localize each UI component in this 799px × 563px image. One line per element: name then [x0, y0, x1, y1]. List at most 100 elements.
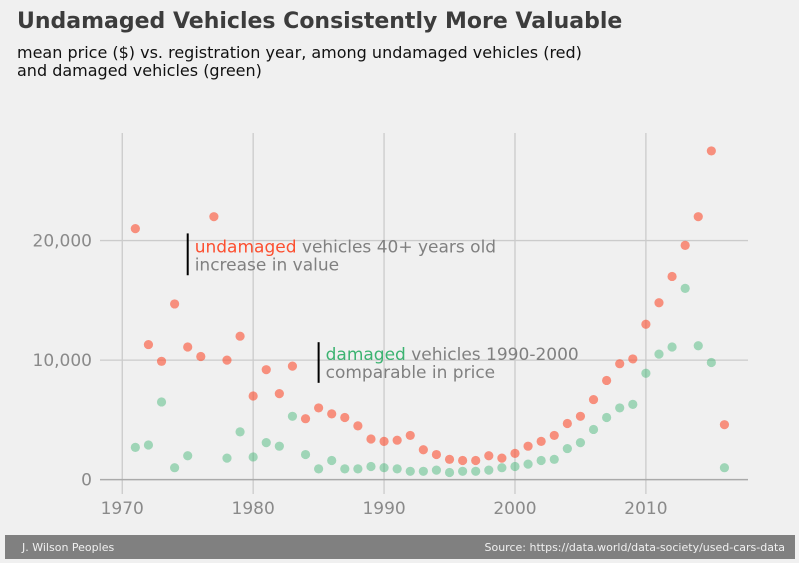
undamaged-point-1985	[314, 403, 324, 413]
chart-title: Undamaged Vehicles Consistently More Val…	[17, 9, 622, 34]
undamaged-point-2013	[680, 240, 690, 250]
undamaged-point-1980	[248, 391, 258, 401]
undamaged-point-2008	[615, 359, 625, 369]
undamaged-point-1986	[327, 409, 337, 419]
damaged-point-1981	[261, 437, 271, 448]
undamaged-point-1982	[274, 388, 284, 399]
footer-bar: J. Wilson Peoples Source: https://data.w…	[5, 535, 795, 559]
damaged-point-2000	[510, 461, 520, 472]
damaged-point-1984	[300, 449, 311, 460]
damaged-point-1987	[340, 464, 350, 474]
undamaged-point-2016	[719, 420, 730, 430]
undamaged-point-1977	[209, 212, 219, 222]
damaged-point-2011	[654, 349, 664, 359]
damaged-point-1992	[405, 466, 415, 476]
y-tick-label-20000: 20,000	[33, 232, 92, 252]
x-tick-label-2000: 2000	[493, 499, 536, 519]
undamaged-point-1991	[392, 435, 402, 445]
damaged-point-1972	[143, 440, 154, 450]
damaged-point-2013	[680, 283, 690, 293]
damaged-point-1990	[379, 463, 389, 473]
damaged-point-1998	[484, 465, 494, 475]
undamaged-point-1975	[183, 342, 193, 352]
undamaged-point-1997	[471, 455, 481, 466]
damaged-point-1973	[156, 397, 167, 407]
undamaged-point-1973	[156, 356, 167, 366]
undamaged-point-2012	[667, 271, 677, 282]
annotation-line-1-undamaged: undamaged vehicles 40+ years old	[195, 238, 496, 258]
annotation-highlight-damaged: damaged	[326, 345, 406, 365]
x-tick-label-1970: 1970	[101, 499, 144, 519]
undamaged-point-1976	[196, 351, 206, 362]
damaged-point-1991	[392, 464, 402, 474]
undamaged-point-1978	[222, 355, 232, 365]
undamaged-point-2002	[536, 436, 546, 447]
annotation-line-2-damaged: comparable in price	[326, 363, 496, 383]
undamaged-point-1979	[235, 331, 245, 341]
damaged-point-2003	[549, 454, 559, 464]
damaged-point-1979	[235, 427, 245, 437]
plot-area: 1970 1980 1990 2000 2010 0 10,000 20,000 undamag…	[33, 133, 748, 519]
damaged-point-1989	[366, 461, 376, 472]
damaged-point-1995	[444, 467, 455, 478]
damaged-point-1993	[418, 466, 428, 476]
damaged-point-2004	[562, 443, 572, 454]
chart-subtitle-line-2: and damaged vehicles (green)	[17, 61, 262, 80]
damaged-point-2002	[536, 455, 546, 466]
annotation-line-2-undamaged: increase in value	[195, 256, 339, 276]
undamaged-point-1994	[431, 449, 442, 460]
y-tick-label-0: 0	[81, 471, 92, 491]
undamaged-point-1974	[170, 299, 180, 309]
damaged-point-2007	[602, 412, 612, 423]
damaged-point-2006	[588, 424, 599, 435]
undamaged-point-2001	[523, 441, 533, 451]
x-tick-label-1980: 1980	[232, 499, 275, 519]
footer-author: J. Wilson Peoples	[22, 540, 115, 554]
undamaged-point-1996	[458, 455, 468, 466]
undamaged-point-1984	[300, 414, 311, 424]
undamaged-point-1993	[418, 445, 428, 455]
undamaged-point-1998	[484, 451, 494, 461]
damaged-point-2014	[693, 341, 703, 351]
undamaged-point-1989	[366, 434, 376, 444]
damaged-point-2005	[575, 437, 586, 448]
undamaged-point-1987	[340, 412, 350, 423]
annotation-line-1-damaged: damaged vehicles 1990-2000	[326, 345, 579, 365]
undamaged-point-1992	[405, 430, 415, 441]
undamaged-point-1990	[379, 436, 389, 447]
undamaged-point-2006	[588, 394, 599, 405]
undamaged-point-1995	[444, 454, 455, 464]
damaged-point-1980	[248, 452, 258, 462]
damaged-point-2001	[523, 459, 533, 469]
damaged-point-1999	[497, 463, 507, 473]
damaged-point-2015	[706, 357, 716, 368]
undamaged-point-2007	[602, 375, 612, 386]
damaged-point-1986	[327, 455, 337, 466]
damaged-point-2008	[615, 403, 625, 413]
undamaged-point-2000	[510, 448, 520, 458]
damaged-point-1988	[353, 464, 363, 474]
undamaged-point-1983	[287, 361, 298, 371]
footer-source: Source: https://data.world/data-society/…	[484, 540, 786, 554]
undamaged-point-2005	[575, 411, 586, 421]
chart-subtitle-line-1: mean price ($) vs. registration year, am…	[17, 43, 582, 62]
annotation-rest-damaged: vehicles 1990-2000	[406, 345, 579, 365]
x-tick-label-2010: 2010	[624, 499, 667, 519]
damaged-point-1978	[222, 453, 232, 463]
undamaged-point-2010	[641, 319, 651, 329]
undamaged-point-2003	[549, 430, 559, 441]
undamaged-point-2015	[706, 146, 716, 156]
damaged-point-2012	[667, 342, 677, 352]
damaged-point-1982	[274, 441, 284, 451]
annotation-rest-undamaged: vehicles 40+ years old	[296, 238, 496, 258]
annotation-highlight-undamaged: undamaged	[195, 238, 297, 258]
damaged-point-1997	[471, 466, 481, 476]
damaged-point-2010	[641, 368, 651, 378]
undamaged-point-2014	[693, 212, 703, 222]
damaged-point-1975	[183, 451, 193, 461]
undamaged-point-1988	[353, 421, 363, 431]
damaged-point-1985	[314, 464, 324, 474]
damaged-point-1971	[130, 442, 140, 452]
damaged-point-2016	[719, 463, 730, 473]
